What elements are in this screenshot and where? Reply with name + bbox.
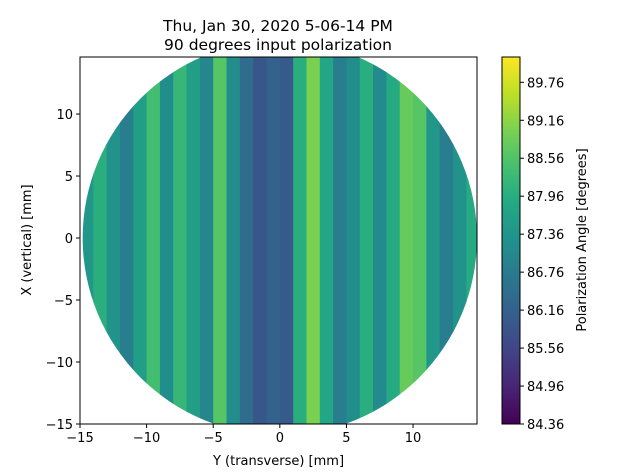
colorbar-ticks: 84.36 84.96 85.56 86.16 86.76 87.36 87.96 88.56… [520, 76, 564, 433]
colorbar-tick-label: 84.36 [527, 418, 564, 433]
heatmap-column [119, 57, 134, 424]
colorbar-tick-label: 86.16 [527, 304, 564, 319]
heatmap-column [226, 57, 241, 424]
colorbar-tick-label: 84.96 [527, 380, 564, 395]
heatmap-column [306, 57, 321, 424]
heatmap-column [399, 57, 414, 424]
colorbar-tick-label: 85.56 [527, 342, 564, 357]
colorbar-tick-label: 89.16 [527, 114, 564, 129]
y-tick-label: 0 [65, 232, 73, 247]
x-tick-label: 0 [276, 431, 284, 446]
x-axis-label: Y (transverse) [mm] [212, 454, 344, 469]
heatmap-column [319, 57, 334, 424]
y-tick-label: −5 [54, 294, 73, 309]
heatmap-column [106, 57, 121, 424]
y-tick-label: 10 [56, 108, 73, 123]
heatmap-column [439, 57, 454, 424]
heatmap-column [173, 57, 188, 424]
x-tick-label: −5 [204, 431, 223, 446]
chart-subtitle: 90 degrees input polarization [164, 36, 392, 54]
heatmap-column [199, 57, 214, 424]
heatmap-column [293, 57, 308, 424]
colorbar-tick-label: 87.36 [527, 228, 564, 243]
heatmap-column [413, 57, 427, 424]
heatmap-column [159, 57, 174, 424]
heatmap-column [239, 57, 254, 424]
colorbar-tick-label: 89.76 [527, 76, 564, 91]
heatmap-column [213, 57, 228, 424]
heatmap-column [82, 57, 94, 424]
y-axis: −15 −10 −5 0 5 10 [46, 108, 80, 433]
heatmap-layer [82, 57, 477, 424]
chart-title: Thu, Jan 30, 2020 5-06-14 PM [162, 17, 393, 35]
x-axis: −15 −10 −5 0 5 10 [66, 424, 421, 446]
heatmap-column [359, 57, 374, 424]
heatmap-column [386, 57, 401, 424]
y-tick-label: −15 [46, 418, 73, 433]
heatmap-column [133, 57, 148, 424]
heatmap-column [266, 57, 281, 424]
colorbar-label: Polarization Angle [degrees] [575, 148, 590, 331]
plot-frame [79, 56, 478, 425]
heatmap-column [279, 57, 294, 424]
heatmap-column [466, 57, 477, 424]
x-tick-label: 5 [342, 431, 350, 446]
heatmap-column [333, 57, 348, 424]
x-tick-label: −15 [66, 431, 93, 446]
colorbar-tick-label: 87.96 [527, 190, 564, 205]
colorbar-tick-label: 86.76 [527, 266, 564, 281]
heatmap-column [373, 57, 388, 424]
heatmap-column [146, 57, 161, 424]
heatmap-column [186, 57, 201, 424]
x-tick-label: −10 [133, 431, 160, 446]
heatmap-column [253, 57, 268, 424]
y-tick-label: 5 [65, 170, 73, 185]
colorbar-tick-label: 88.56 [527, 152, 564, 167]
heatmap-column [346, 57, 361, 424]
x-tick-label: 10 [405, 431, 422, 446]
y-tick-label: −10 [46, 356, 73, 371]
colorbar-bar [501, 56, 521, 425]
heatmap-column [426, 57, 441, 424]
y-axis-label: X (vertical) [mm] [20, 184, 35, 295]
